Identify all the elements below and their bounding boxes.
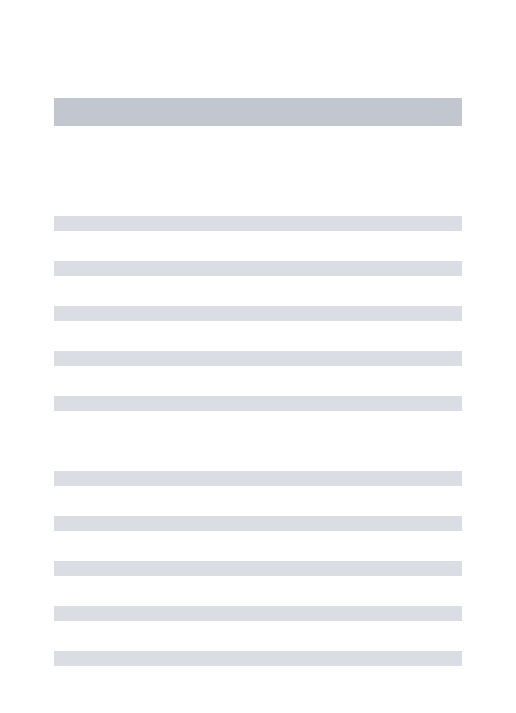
skeleton-header-bar [54,98,462,126]
skeleton-line [54,651,462,666]
skeleton-line [54,606,462,621]
skeleton-line [54,351,462,366]
skeleton-line [54,471,462,486]
skeleton-section [54,216,462,411]
skeleton-container [0,0,516,666]
skeleton-section [54,471,462,666]
skeleton-section-gap [54,441,462,471]
skeleton-line [54,516,462,531]
skeleton-line [54,306,462,321]
skeleton-line [54,216,462,231]
skeleton-line [54,396,462,411]
skeleton-line [54,261,462,276]
skeleton-line [54,561,462,576]
